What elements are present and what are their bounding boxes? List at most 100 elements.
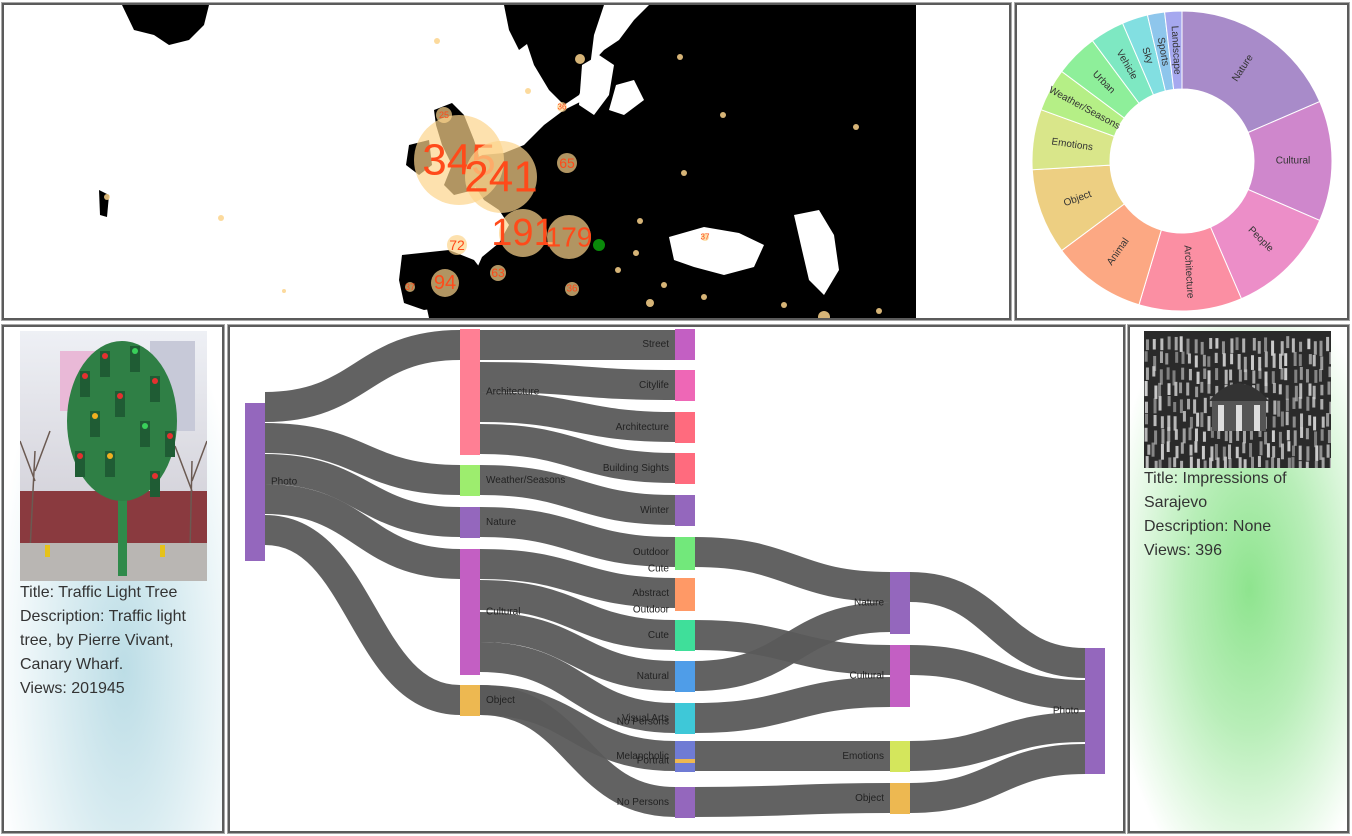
sankey-node[interactable] — [460, 465, 480, 496]
photo-details-right: Title: Impressions of Sarajevo Descripti… — [1144, 467, 1344, 563]
map-bubble[interactable] — [465, 141, 537, 213]
map-location-dot[interactable] — [661, 282, 667, 288]
map-bubble[interactable] — [431, 269, 459, 297]
map-bubble[interactable] — [701, 233, 709, 241]
sankey-link[interactable] — [479, 612, 676, 691]
sankey-node[interactable] — [890, 572, 910, 634]
sankey-link[interactable] — [479, 642, 676, 733]
sankey-node[interactable] — [675, 568, 695, 570]
map-location-dot[interactable] — [701, 294, 707, 300]
sankey-node[interactable] — [675, 412, 695, 443]
sankey-node[interactable] — [245, 403, 265, 561]
map-location-dot[interactable] — [818, 311, 830, 318]
sankey-link[interactable] — [479, 549, 676, 608]
map-panel[interactable]: 345 241 191 179 94 72 65 63 36 37 25 36 37 — [1, 2, 1012, 321]
sankey-link[interactable] — [479, 507, 676, 567]
sankey-node[interactable] — [675, 370, 695, 401]
sankey-node[interactable] — [675, 453, 695, 484]
map-bubble[interactable] — [557, 102, 567, 112]
sankey-node[interactable] — [675, 741, 695, 772]
sunburst-segment[interactable] — [1181, 10, 1321, 134]
sankey-link[interactable] — [264, 330, 461, 422]
selected-location-marker[interactable] — [593, 239, 605, 251]
map-location-dot[interactable] — [646, 299, 654, 307]
map-location-dot[interactable] — [781, 302, 787, 308]
sankey-node[interactable] — [675, 578, 695, 609]
sankey-node[interactable] — [460, 507, 480, 538]
map-location-dot[interactable] — [282, 289, 286, 293]
sankey-link[interactable] — [694, 602, 891, 691]
sankey-node[interactable] — [1085, 648, 1105, 774]
photo-card-right[interactable]: Title: Impressions of Sarajevo Descripti… — [1127, 324, 1350, 834]
sankey-node[interactable] — [890, 741, 910, 772]
map-location-dot[interactable] — [575, 54, 585, 64]
sankey-node[interactable] — [890, 645, 910, 707]
sankey-link[interactable] — [264, 484, 461, 579]
sankey-node-label: Architecture — [486, 387, 540, 398]
map-bubble[interactable] — [557, 153, 577, 173]
map-bubble-label: 37 — [701, 233, 710, 242]
sankey-link[interactable] — [909, 645, 1086, 710]
sankey-link[interactable] — [479, 685, 676, 817]
sankey-node[interactable] — [675, 537, 695, 568]
sunburst-segment[interactable] — [1164, 10, 1183, 91]
sankey-link[interactable] — [694, 537, 891, 602]
tag-flow-sankey[interactable]: Photo Architecture Weather/Seasons Nature Cu… — [230, 327, 1123, 831]
sankey-node-label: Cute — [648, 630, 670, 641]
sankey-link[interactable] — [479, 392, 676, 442]
map-location-dot[interactable] — [633, 250, 639, 256]
sankey-link[interactable] — [479, 362, 676, 400]
map-bubble[interactable] — [447, 235, 467, 255]
sankey-node[interactable] — [675, 759, 695, 763]
sankey-node[interactable] — [675, 609, 695, 611]
photo-card-left[interactable]: Title: Traffic Light Tree Description: T… — [1, 324, 225, 834]
sankey-node[interactable] — [675, 703, 695, 734]
map-location-dot[interactable] — [720, 112, 726, 118]
category-sunburst[interactable]: NatureCulturalPeopleArchitectureAnimalOb… — [1017, 5, 1347, 318]
map-bubble[interactable] — [499, 209, 547, 257]
map-bubble[interactable] — [565, 282, 579, 296]
sankey-link[interactable] — [264, 454, 461, 537]
map-location-dot[interactable] — [853, 124, 859, 130]
map-location-dot[interactable] — [525, 88, 531, 94]
sankey-link[interactable] — [909, 744, 1086, 813]
map-bubble[interactable] — [547, 215, 591, 259]
sankey-link[interactable] — [909, 712, 1086, 771]
map-location-dot[interactable] — [876, 308, 882, 314]
sankey-link[interactable] — [263, 515, 462, 715]
sankey-node[interactable] — [675, 721, 695, 723]
sankey-node-label: Architecture — [616, 422, 670, 433]
sankey-link[interactable] — [479, 465, 676, 525]
map-location-dot[interactable] — [104, 194, 110, 200]
sankey-link[interactable] — [264, 423, 461, 495]
sankey-link[interactable] — [479, 580, 676, 650]
sankey-node[interactable] — [460, 549, 480, 675]
map-location-dot[interactable] — [218, 215, 224, 221]
map-bubble[interactable] — [490, 265, 506, 281]
sankey-node[interactable] — [675, 329, 695, 360]
sankey-node[interactable] — [675, 787, 695, 818]
map-location-dot[interactable] — [677, 54, 683, 60]
sankey-node[interactable] — [675, 661, 695, 692]
sankey-node[interactable] — [675, 620, 695, 651]
map-location-dot[interactable] — [637, 218, 643, 224]
sunburst-panel[interactable]: Nature Cultural People Architecture Animal Ob… — [1014, 2, 1350, 321]
sankey-node[interactable] — [460, 329, 480, 455]
photo-traffic-light-tree[interactable] — [20, 331, 207, 581]
map-location-dot[interactable] — [681, 170, 687, 176]
map-bubble[interactable] — [405, 282, 415, 292]
sankey-node-label: Weather/Seasons — [486, 475, 565, 486]
sankey-link[interactable] — [479, 424, 676, 483]
sankey-link[interactable] — [909, 572, 1086, 678]
sankey-node[interactable] — [675, 495, 695, 526]
sankey-node[interactable] — [460, 685, 480, 716]
sankey-link[interactable] — [694, 783, 891, 817]
map-location-dot[interactable] — [434, 38, 440, 44]
photo-impressions-of-sarajevo[interactable] — [1144, 331, 1331, 468]
map-location-dot[interactable] — [615, 267, 621, 273]
map-bubble[interactable] — [436, 107, 452, 123]
sankey-node[interactable] — [890, 783, 910, 814]
sankey-panel[interactable]: Photo Architecture Weather/Seasons Nature Cu… — [227, 324, 1126, 834]
sankey-link[interactable] — [694, 677, 891, 733]
